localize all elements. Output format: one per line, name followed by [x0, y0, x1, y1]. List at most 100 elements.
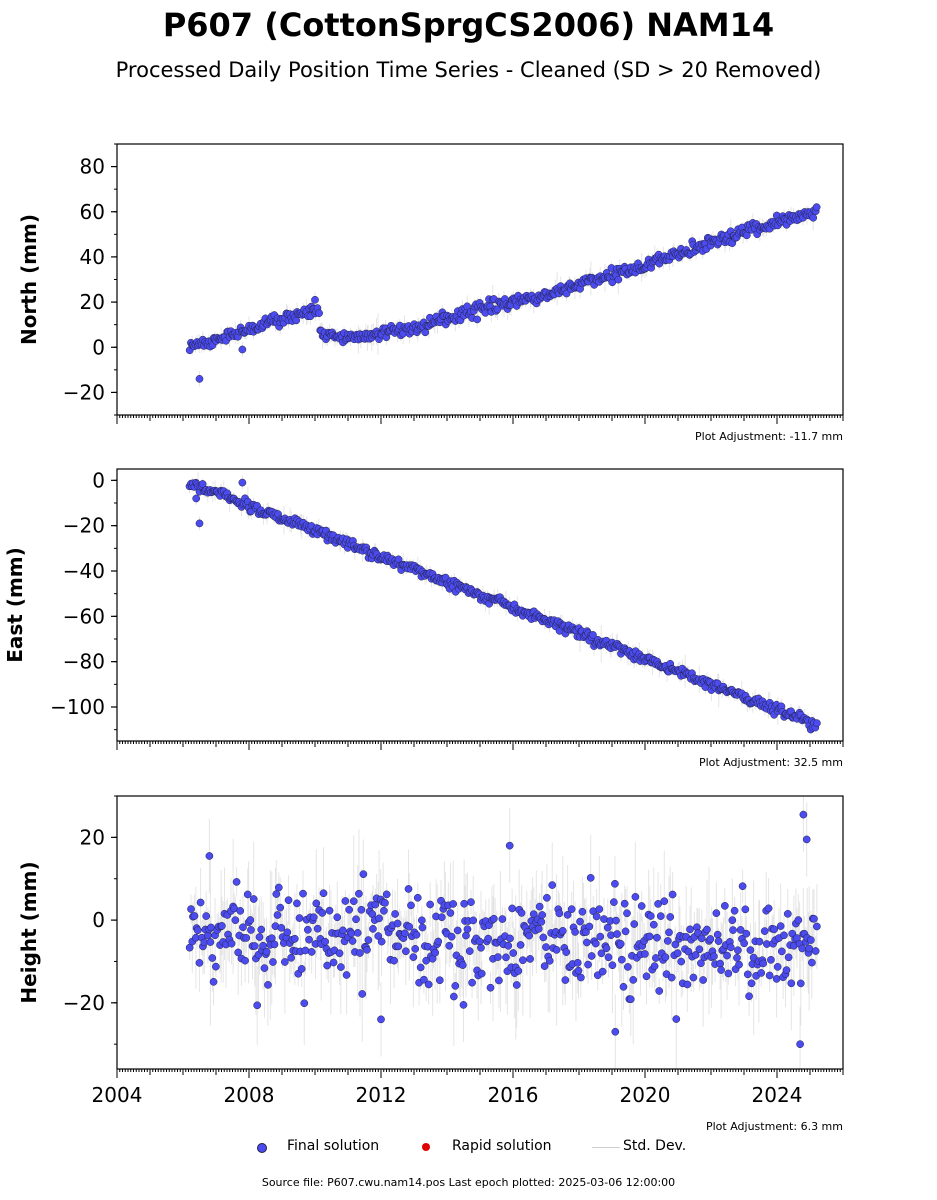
data-point	[809, 213, 818, 222]
data-point	[776, 922, 785, 930]
data-point	[712, 909, 721, 918]
data-point	[796, 1040, 804, 1049]
data-point	[699, 976, 707, 984]
data-point	[770, 925, 779, 934]
data-point	[626, 995, 635, 1004]
data-point	[262, 947, 271, 956]
data-point	[358, 990, 367, 998]
data-point	[335, 949, 344, 958]
final-solution-points	[185, 810, 821, 1049]
data-point	[646, 912, 655, 920]
data-point	[574, 966, 583, 975]
data-point	[321, 937, 329, 946]
data-point	[759, 959, 768, 968]
data-point	[571, 928, 579, 936]
data-point	[738, 882, 747, 891]
data-point	[290, 934, 299, 943]
data-point	[728, 916, 737, 925]
data-point	[724, 969, 733, 978]
data-point	[562, 948, 571, 956]
data-point	[538, 911, 547, 919]
data-point	[323, 961, 332, 970]
data-point	[760, 927, 769, 935]
data-point	[645, 932, 654, 941]
data-point	[714, 937, 723, 945]
data-point	[652, 954, 660, 962]
data-point	[402, 947, 410, 956]
data-point	[242, 934, 251, 942]
data-point	[610, 898, 618, 906]
data-point	[734, 946, 742, 955]
x-tick-label: 2008	[224, 1083, 275, 1107]
data-point	[631, 892, 640, 901]
data-point	[543, 893, 551, 902]
data-point	[468, 978, 476, 987]
data-point	[490, 914, 498, 923]
data-point	[597, 949, 606, 958]
data-point	[697, 959, 705, 968]
data-point	[537, 918, 546, 926]
data-point	[195, 375, 204, 383]
y-tick-label: −60	[63, 604, 105, 628]
plot-adjustment-label: Plot Adjustment: 6.3 mm	[706, 1120, 843, 1133]
data-point	[617, 955, 626, 964]
data-point	[276, 903, 285, 912]
data-point	[293, 899, 301, 908]
data-point	[269, 958, 277, 966]
data-point	[435, 976, 444, 985]
data-point	[672, 1015, 681, 1023]
data-point	[757, 969, 766, 977]
data-point	[747, 979, 756, 988]
data-point	[348, 937, 357, 945]
data-point	[246, 916, 255, 924]
data-point	[660, 897, 669, 906]
data-point	[426, 900, 434, 909]
data-point	[303, 925, 312, 934]
data-point	[405, 922, 414, 931]
data-point	[202, 912, 211, 920]
data-point	[300, 999, 309, 1008]
data-point	[802, 835, 811, 844]
data-point	[209, 977, 218, 986]
data-point	[404, 885, 413, 893]
data-point	[239, 923, 247, 932]
data-point	[312, 899, 321, 908]
data-point	[465, 947, 474, 955]
data-point	[462, 931, 470, 940]
data-point	[447, 932, 456, 941]
data-point	[193, 926, 202, 935]
data-point	[451, 982, 460, 990]
data-point	[412, 930, 421, 939]
data-point	[695, 945, 704, 954]
data-point	[401, 929, 409, 938]
data-point	[577, 973, 585, 982]
data-point	[341, 897, 350, 905]
data-point	[794, 916, 803, 924]
data-point	[608, 961, 617, 970]
data-point	[506, 934, 514, 943]
data-point	[619, 982, 628, 991]
x-tick-label: 2020	[620, 1083, 671, 1107]
data-point	[767, 955, 775, 964]
data-point	[463, 925, 472, 934]
data-point	[255, 933, 264, 941]
data-point	[234, 948, 243, 957]
data-point	[799, 810, 808, 819]
data-point	[730, 906, 739, 915]
data-point	[264, 981, 272, 989]
data-point	[623, 909, 631, 918]
data-point	[342, 971, 351, 979]
data-point	[467, 898, 475, 906]
data-point	[573, 958, 582, 967]
data-point	[227, 939, 236, 948]
data-point	[449, 900, 458, 908]
plot-adjustment-label: Plot Adjustment: -11.7 mm	[695, 430, 843, 443]
data-point	[613, 930, 621, 938]
data-point	[587, 952, 596, 960]
data-point	[205, 852, 214, 860]
data-point	[212, 962, 220, 971]
data-point	[281, 958, 289, 966]
data-point	[621, 927, 630, 936]
data-point	[356, 949, 364, 957]
y-axis-label: North (mm)	[17, 214, 41, 345]
